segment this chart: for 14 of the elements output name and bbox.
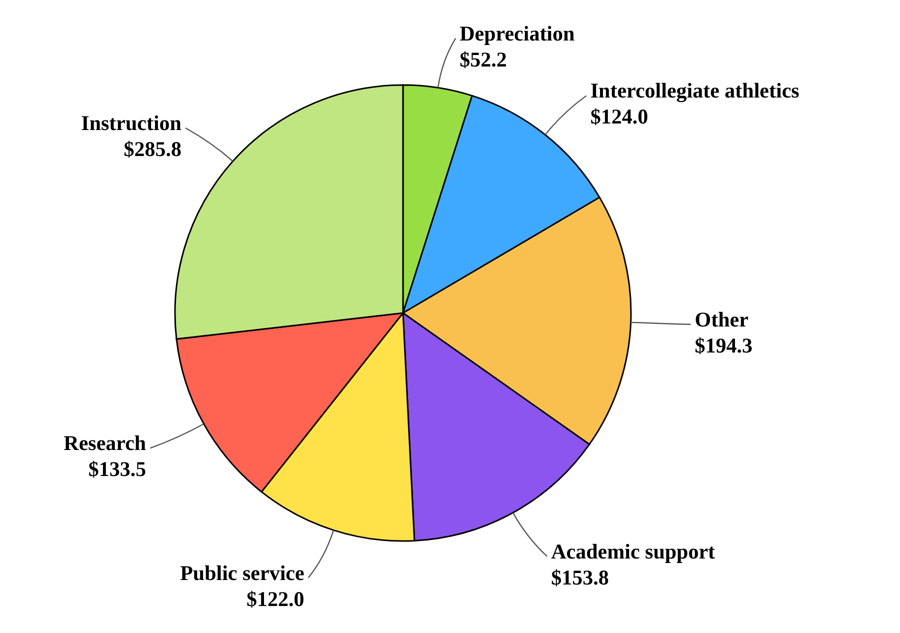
data-label: $194.3 <box>694 333 753 358</box>
slice-label: Depreciation <box>460 21 576 46</box>
slice-label: Research <box>64 431 146 456</box>
data-label: $133.5 <box>88 457 146 482</box>
slice-label: Instruction <box>81 110 182 135</box>
data-label: $122.0 <box>246 586 304 611</box>
slice-label: Intercollegiate athletics <box>590 78 800 103</box>
slice-label: Other <box>694 307 748 332</box>
data-label: $153.8 <box>551 565 609 590</box>
slice-label: Public service <box>180 560 304 585</box>
slice-label: Academic support <box>551 539 716 564</box>
data-label: $124.0 <box>590 104 648 129</box>
data-label: $52.2 <box>460 47 507 72</box>
data-label: $285.8 <box>124 136 182 161</box>
